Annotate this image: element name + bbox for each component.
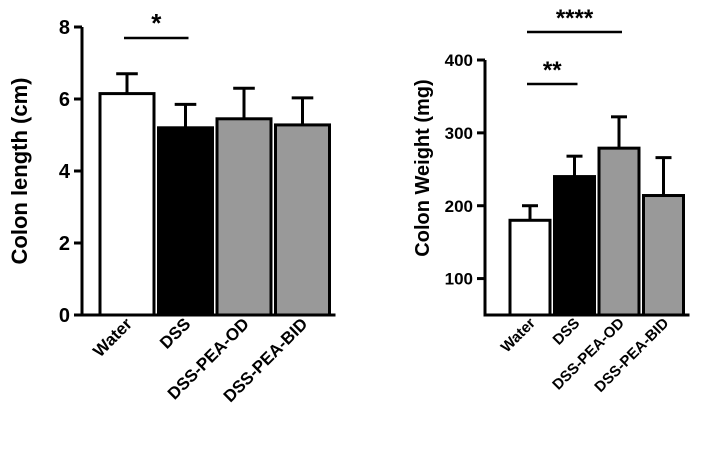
significance-label: **** [556, 5, 594, 32]
y-tick-label: 6 [59, 89, 70, 111]
y-axis-title: Colon length (cm) [7, 78, 32, 265]
x-tick-label: DSS [156, 314, 194, 352]
bar-water [508, 218, 552, 317]
y-tick-label: 8 [59, 17, 70, 39]
bar-dss-pea-od [597, 146, 641, 317]
y-tick-label: 400 [445, 51, 473, 70]
bar-water [98, 92, 156, 317]
y-tick-label: 0 [59, 305, 70, 327]
significance-label: ** [543, 57, 562, 84]
bar-dss [553, 175, 596, 317]
y-tick-label: 300 [445, 124, 473, 143]
y-tick-label: 200 [445, 197, 473, 216]
x-tick-label: Water [498, 315, 539, 356]
bar-dss-pea-bid [642, 194, 685, 317]
y-axis-title: Colon Weight (mg) [412, 79, 434, 256]
x-tick-label: Water [89, 314, 136, 361]
bar-dss-pea-bid [274, 123, 331, 317]
bar-dss [157, 126, 214, 317]
y-tick-label: 4 [59, 161, 71, 183]
y-tick-label: 100 [445, 270, 473, 289]
y-tick-label: 2 [59, 233, 70, 255]
significance-label: * [151, 8, 162, 38]
x-tick-label: DSS [549, 315, 583, 349]
bar-dss-pea-od [215, 117, 273, 317]
